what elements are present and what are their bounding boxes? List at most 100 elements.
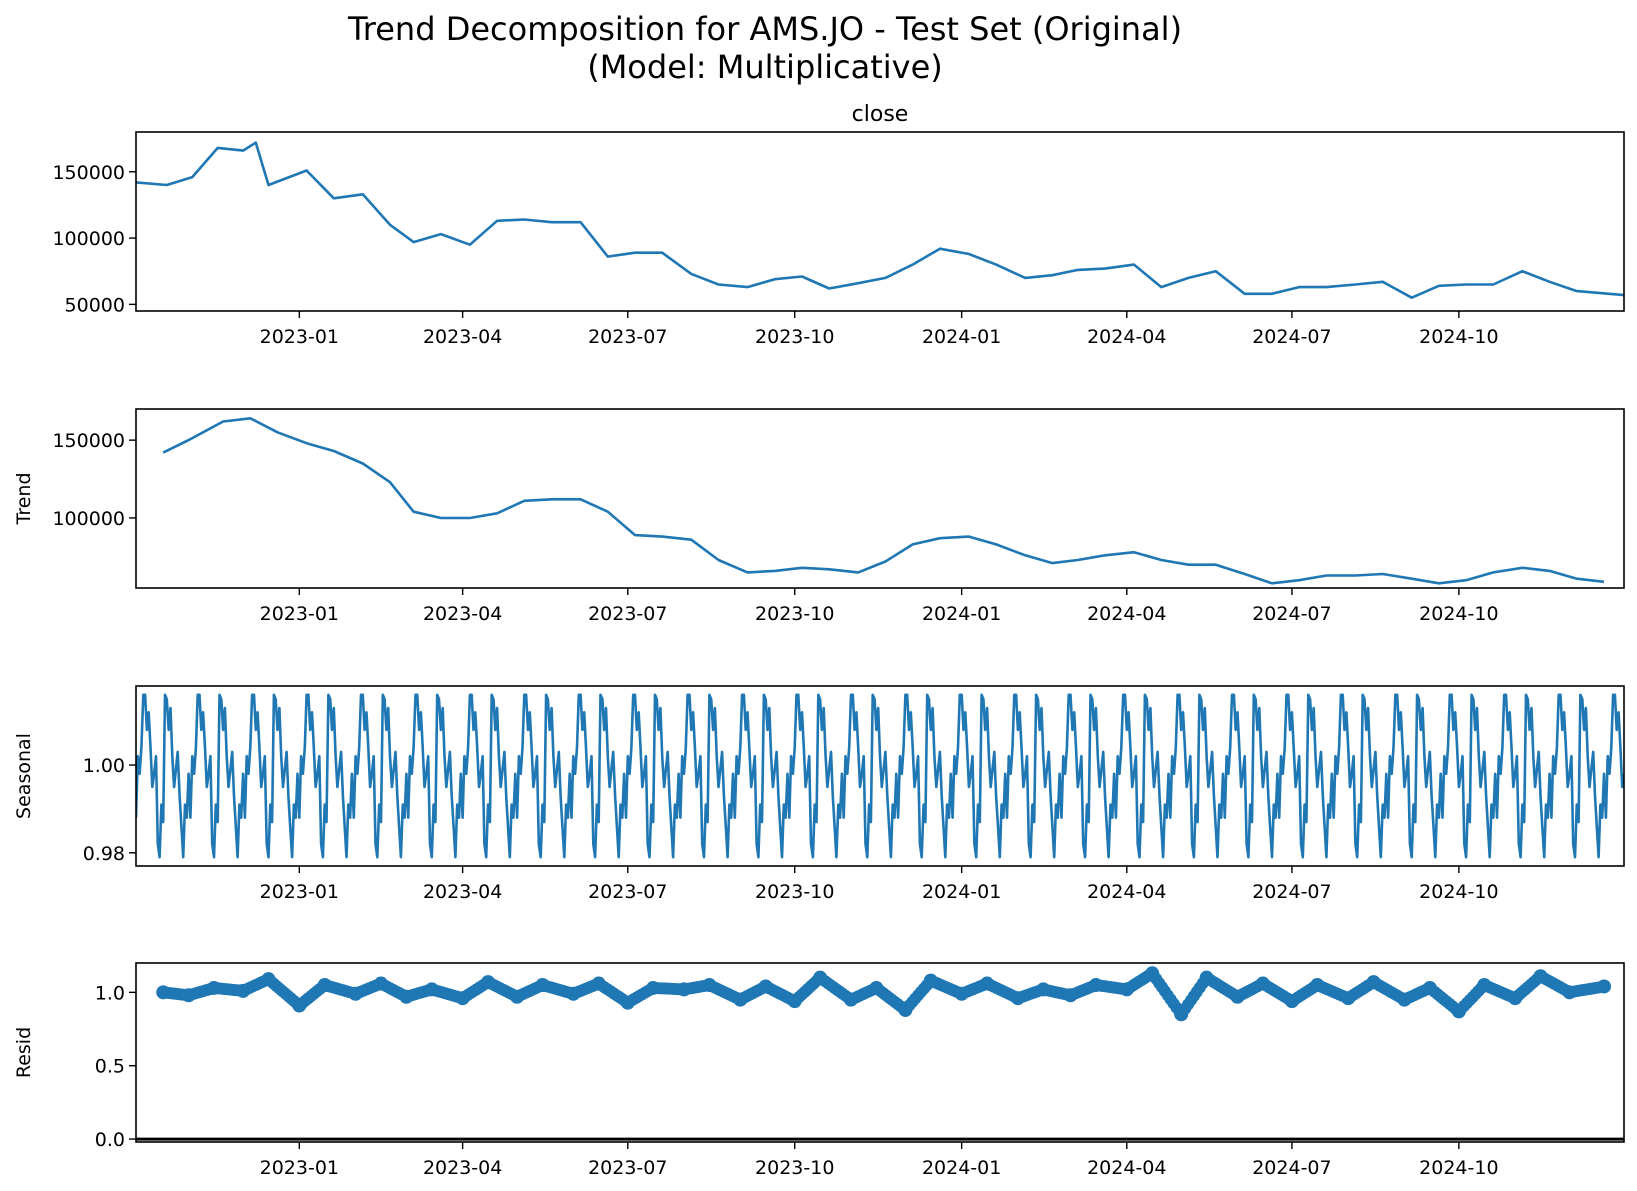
trend-y-axis-label: Trend <box>13 473 35 526</box>
close-plot-area <box>136 141 1624 300</box>
trend-y-tick-label: 100000 <box>52 508 125 530</box>
resid-x-tick-label: 2023-01 <box>260 1157 339 1179</box>
seasonal-x-tick-label: 2024-04 <box>1087 881 1166 903</box>
close-axes-frame <box>135 131 1625 312</box>
resid-point <box>348 986 363 1001</box>
seasonal-y-tick-label: 0.98 <box>83 843 125 865</box>
resid-plot-area <box>136 966 1624 1141</box>
resid-point <box>1341 991 1356 1006</box>
resid-point <box>1119 982 1134 997</box>
trend-y-tick-label: 150000 <box>52 430 125 452</box>
resid-point <box>317 978 332 993</box>
trend-x-tick-label: 2024-01 <box>922 603 1001 625</box>
resid-point <box>1230 989 1245 1004</box>
seasonal-y-tick-label: 1.00 <box>83 755 125 777</box>
resid-point <box>1562 985 1577 1000</box>
trend-axes-frame <box>135 408 1625 589</box>
close-y-tick-label: 150000 <box>52 162 125 184</box>
resid-point <box>535 978 550 993</box>
resid-x-tick-label: 2024-10 <box>1419 1157 1498 1179</box>
resid-point <box>620 995 635 1010</box>
resid-point <box>954 986 969 1001</box>
resid-y-tick-label: 0.5 <box>95 1056 125 1078</box>
resid-point <box>1174 1007 1189 1022</box>
resid-point <box>1284 994 1299 1009</box>
seasonal-line <box>136 693 1624 859</box>
close-x-tick-label: 2023-01 <box>260 326 339 348</box>
close-panel-title: close <box>852 102 909 127</box>
seasonal-x-tick-label: 2024-07 <box>1252 881 1331 903</box>
close-x-tick-label: 2024-01 <box>922 326 1001 348</box>
resid-panel: Resid 0.0 0.5 1.0 2023-01 2023-04 2023-07 2023-… <box>13 962 1625 1179</box>
resid-point <box>813 970 828 985</box>
close-x-tick-label: 2023-10 <box>755 326 834 348</box>
seasonal-x-tick-label: 2023-07 <box>588 881 667 903</box>
resid-x-tick-label: 2023-10 <box>755 1157 834 1179</box>
resid-point <box>733 992 748 1007</box>
resid-point <box>207 980 222 995</box>
resid-point <box>1597 979 1612 994</box>
resid-point <box>424 982 439 997</box>
resid-point <box>236 983 251 998</box>
resid-x-tick-label: 2023-04 <box>423 1157 502 1179</box>
resid-point <box>510 989 525 1004</box>
seasonal-x-tick-label: 2024-01 <box>922 881 1001 903</box>
seasonal-x-tick-label: 2024-10 <box>1419 881 1498 903</box>
resid-point <box>181 988 196 1003</box>
trend-x-tick-label: 2023-04 <box>423 603 502 625</box>
close-y-tick-label: 50000 <box>65 294 125 316</box>
resid-point <box>1036 982 1051 997</box>
resid-point <box>373 976 388 991</box>
trend-x-tick-label: 2024-07 <box>1252 603 1331 625</box>
resid-point <box>1145 966 1160 981</box>
resid-point <box>1422 980 1437 995</box>
trend-x-tick-label: 2024-10 <box>1419 603 1498 625</box>
resid-point <box>455 991 470 1006</box>
trend-line <box>162 416 1605 585</box>
trend-x-tick-label: 2023-10 <box>755 603 834 625</box>
close-panel: close 50000 100000 150000 2023-01 2023-04 2023… <box>52 102 1625 348</box>
resid-point <box>399 989 414 1004</box>
resid-point <box>758 979 773 994</box>
resid-point <box>869 980 884 995</box>
resid-x-tick-label: 2024-01 <box>922 1157 1001 1179</box>
resid-point <box>898 1002 913 1017</box>
close-x-tick-label: 2023-04 <box>423 326 502 348</box>
resid-point <box>481 975 496 990</box>
seasonal-plot-area <box>136 693 1624 859</box>
resid-point <box>1063 988 1078 1003</box>
seasonal-x-tick-label: 2023-10 <box>755 881 834 903</box>
resid-axes-frame <box>135 962 1625 1143</box>
resid-point <box>843 992 858 1007</box>
resid-point <box>1451 1004 1466 1019</box>
resid-point <box>156 985 171 1000</box>
resid-x-tick-label: 2024-04 <box>1087 1157 1166 1179</box>
seasonal-x-tick-label: 2023-04 <box>423 881 502 903</box>
resid-y-axis-label: Resid <box>13 1027 35 1078</box>
resid-y-tick-label: 0.0 <box>95 1129 125 1151</box>
resid-point <box>1533 969 1548 984</box>
resid-point <box>292 998 307 1013</box>
resid-point <box>1477 978 1492 993</box>
seasonal-y-axis-label: Seasonal <box>13 733 35 819</box>
close-x-tick-label: 2024-07 <box>1252 326 1331 348</box>
trend-x-tick-label: 2023-07 <box>588 603 667 625</box>
resid-point <box>1088 978 1103 993</box>
resid-point <box>1199 970 1214 985</box>
close-line <box>136 141 1624 300</box>
trend-x-tick-label: 2023-01 <box>260 603 339 625</box>
resid-point <box>1397 992 1412 1007</box>
resid-y-tick-label: 1.0 <box>95 982 125 1004</box>
trend-plot-area <box>162 416 1605 585</box>
resid-point <box>923 973 938 988</box>
trend-panel: Trend 100000 150000 2023-01 2023-04 2023-07 20… <box>13 408 1625 625</box>
resid-x-tick-label: 2023-07 <box>588 1157 667 1179</box>
resid-point <box>980 976 995 991</box>
resid-point <box>1010 991 1025 1006</box>
resid-point <box>702 978 717 993</box>
resid-point <box>566 986 581 1001</box>
close-x-tick-label: 2024-04 <box>1087 326 1166 348</box>
close-y-tick-label: 100000 <box>52 228 125 250</box>
figure-title-line-2: (Model: Multiplicative) <box>587 48 943 86</box>
